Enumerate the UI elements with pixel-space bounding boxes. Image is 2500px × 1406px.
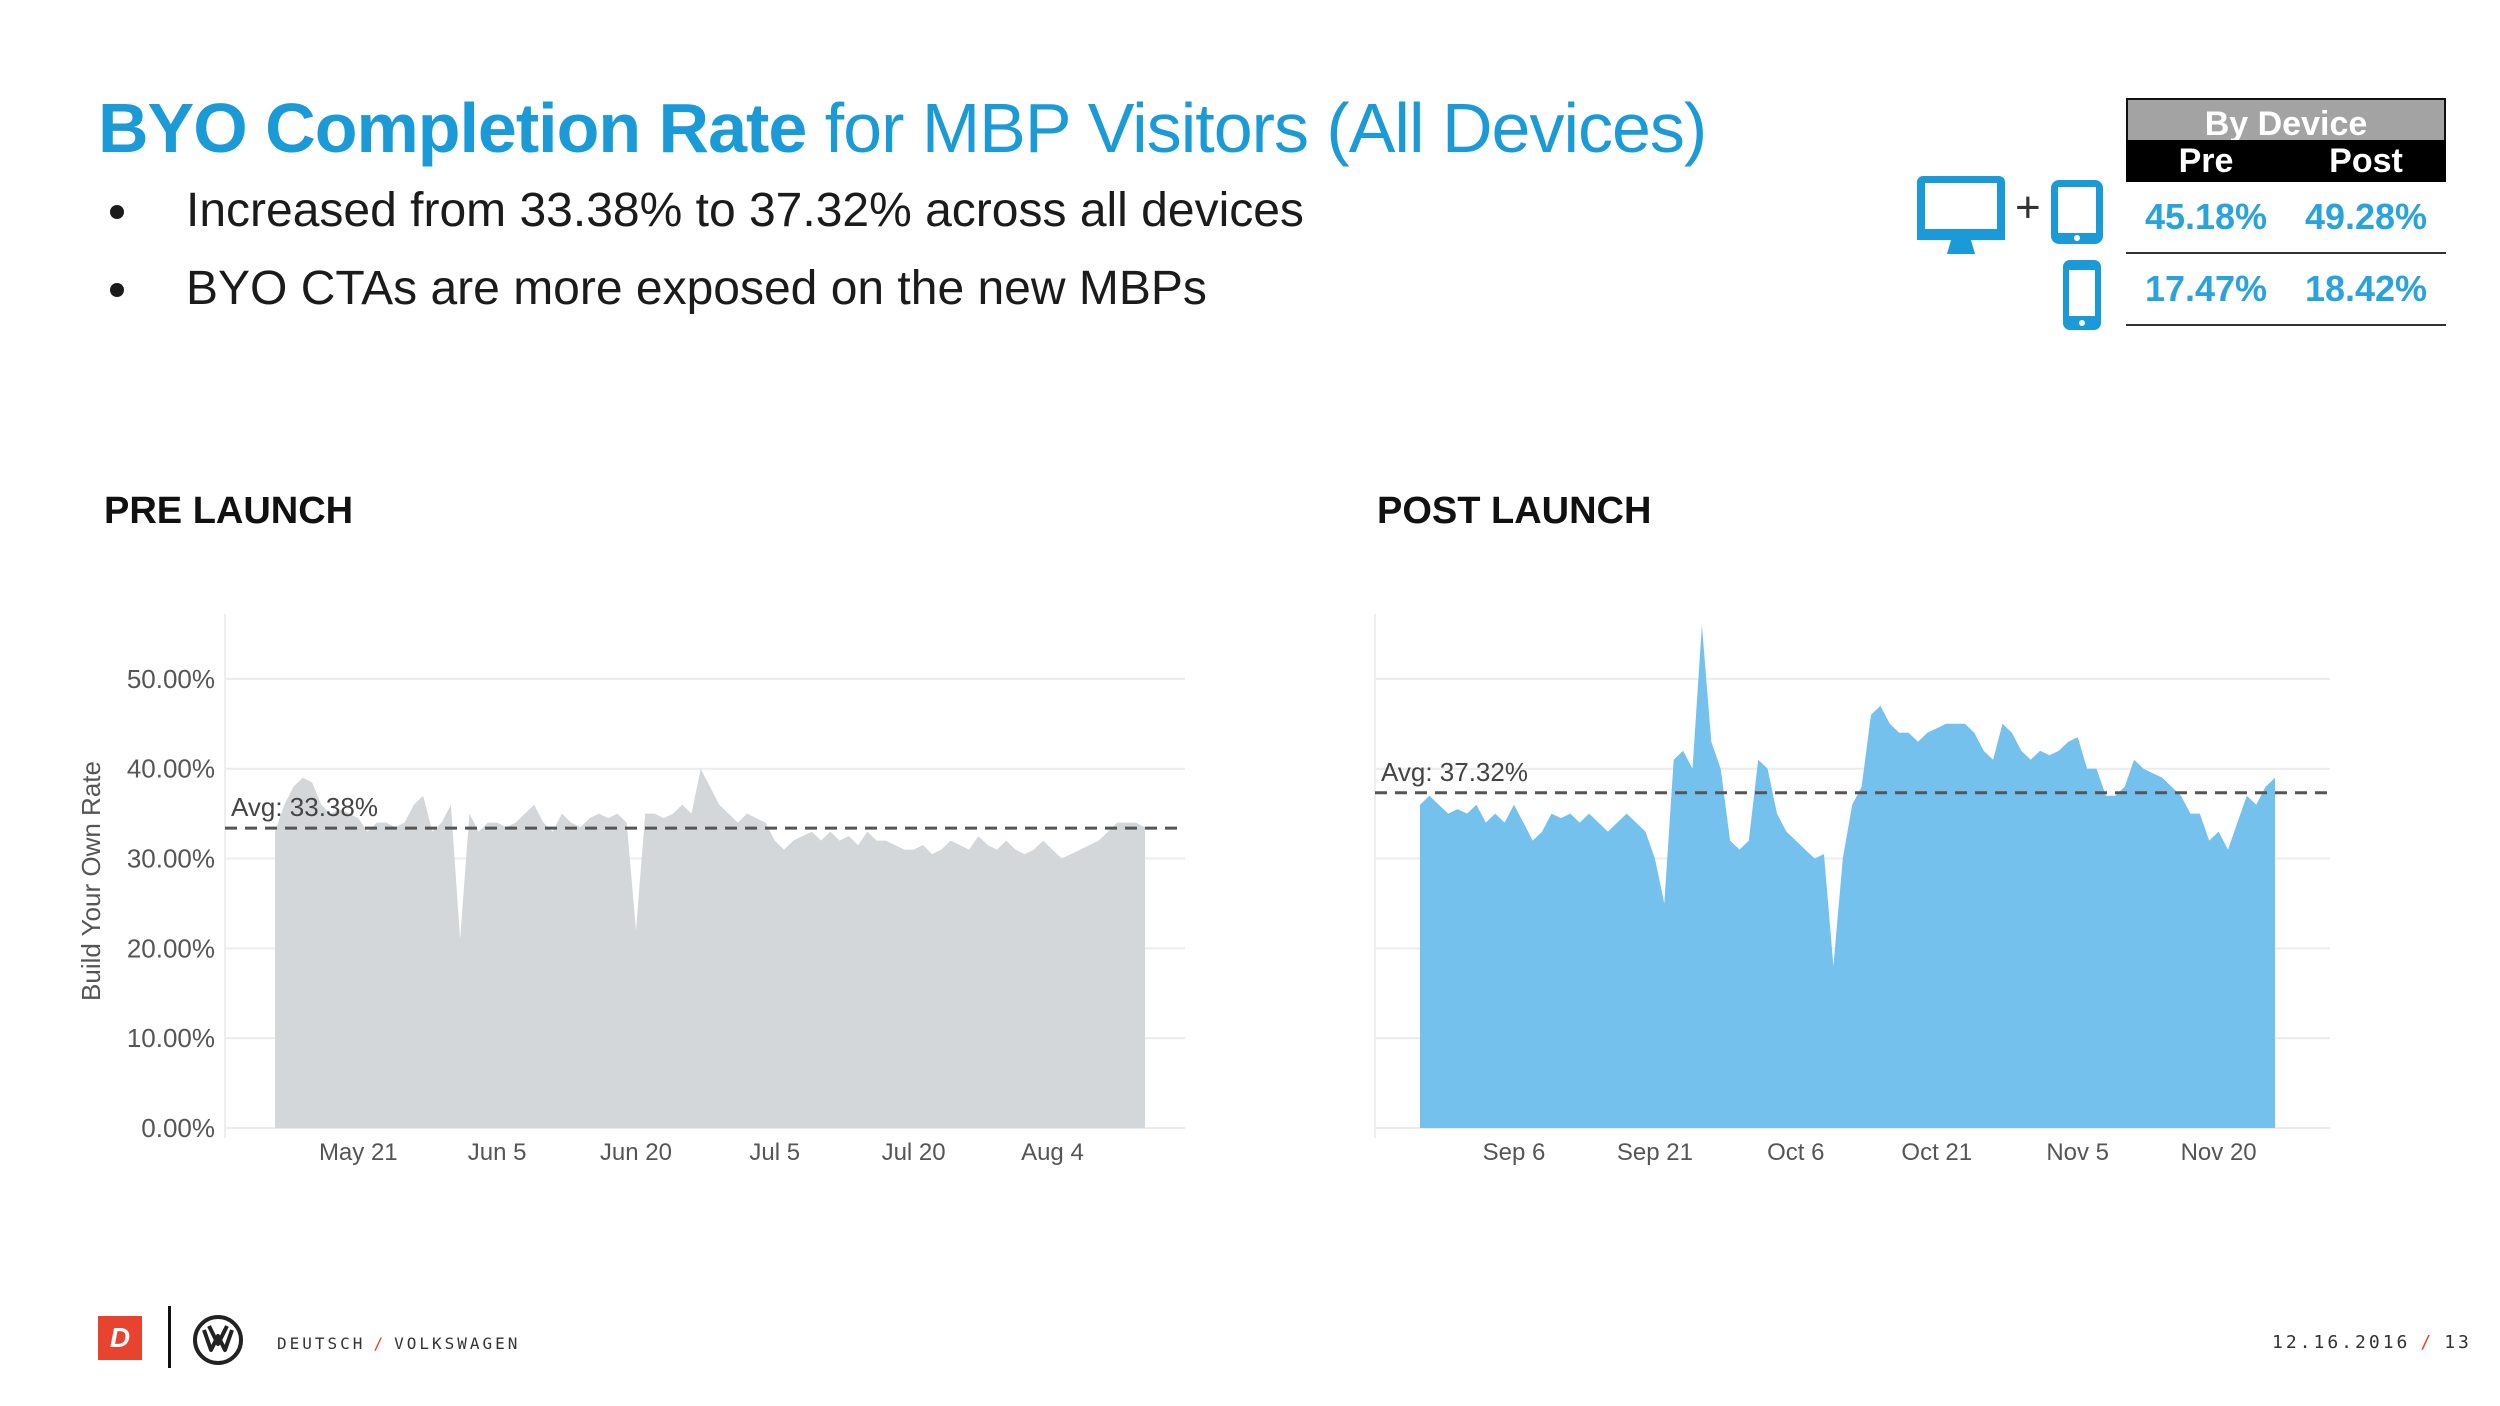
x-tick-label: Jul 5 [749, 1139, 800, 1166]
x-tick-label: Jun 20 [600, 1139, 672, 1166]
x-tick-label: Oct 21 [1901, 1139, 1972, 1166]
x-tick-label: Oct 6 [1767, 1139, 1824, 1166]
cell-pre: 17.47% [2144, 268, 2268, 309]
col-pre: Pre [2178, 142, 2234, 180]
footer-date: 12.16.2016 / 13 [2272, 1332, 2472, 1353]
device-icons: + [1917, 176, 2103, 330]
cell-pre: 45.18% [2144, 196, 2268, 237]
footer-divider [168, 1306, 171, 1368]
bullet-text: BYO CTAs are more exposed on the new MBP… [186, 262, 1207, 315]
post-launch-label: POST LAUNCH [1377, 490, 1652, 532]
bullet-item: Increased from 33.38% to 37.32% across a… [100, 172, 1304, 250]
x-tick-label: Nov 20 [2181, 1139, 2257, 1166]
y-axis-label: Build Your Own Rate [76, 761, 106, 1001]
date-text: 12.16.2016 [2272, 1332, 2411, 1353]
bullet-dot [110, 205, 124, 219]
pre-launch-chart: 0.00% 10.00% 20.00% 30.00% 40.00% 50.00% Avg: … [76, 614, 1185, 1166]
y-tick-label: 40.00% [127, 754, 215, 784]
cell-post: 49.28% [2304, 196, 2428, 237]
y-tick-label: 0.00% [141, 1113, 215, 1143]
pre-launch-label: PRE LAUNCH [104, 490, 354, 532]
area-series [275, 768, 1145, 1128]
brand-right: VOLKSWAGEN [394, 1334, 521, 1353]
deutsch-logo: D [98, 1316, 142, 1360]
table-row: 45.18% 49.28% [2126, 182, 2446, 254]
brand-left: DEUTSCH [277, 1334, 366, 1353]
bullet-dot [110, 283, 124, 297]
title-rest: for MBP Visitors (All Devices) [806, 89, 1708, 167]
desktop-icon [1917, 176, 2005, 254]
post-launch-chart: Avg: 37.32% Sep 6 Sep 21 Oct 6 Oct 21 Nov 5 No… [1374, 614, 2330, 1166]
brand-slash: / [373, 1334, 387, 1353]
bullet-text: Increased from 33.38% to 37.32% across a… [186, 184, 1304, 237]
x-tick-label: May 21 [319, 1139, 398, 1166]
avg-label: Avg: 33.38% [231, 792, 378, 822]
bullet-item: BYO CTAs are more exposed on the new MBP… [100, 250, 1304, 328]
footer-brand: DEUTSCH / VOLKSWAGEN [277, 1334, 520, 1353]
tablet-icon [2051, 180, 2103, 244]
device-table: By Device Pre Post 45.18% 49.28% 17.47% … [2126, 98, 2446, 326]
x-tick-label: Nov 5 [2046, 1139, 2109, 1166]
col-post: Post [2329, 142, 2403, 180]
x-tick-label: Sep 21 [1617, 1139, 1693, 1166]
page-number: 13 [2444, 1332, 2472, 1353]
title-bold: BYO Completion Rate [98, 89, 807, 167]
vw-logo-icon [193, 1315, 243, 1365]
y-tick-label: 10.00% [127, 1023, 215, 1053]
plus-sign: + [2015, 183, 2041, 232]
table-row: 17.47% 18.42% [2126, 254, 2446, 326]
bullet-list: Increased from 33.38% to 37.32% across a… [100, 172, 1304, 328]
x-tick-label: Aug 4 [1021, 1139, 1084, 1166]
avg-label: Avg: 37.32% [1381, 757, 1528, 787]
device-table-header: Pre Post [2126, 140, 2446, 182]
y-tick-label: 50.00% [127, 664, 215, 694]
y-tick-label: 20.00% [127, 933, 215, 963]
x-tick-label: Sep 6 [1483, 1139, 1546, 1166]
date-slash: / [2420, 1332, 2435, 1353]
area-series [1420, 625, 2275, 1128]
page-title: BYO Completion Rate for MBP Visitors (Al… [98, 88, 1708, 168]
x-tick-label: Jul 20 [882, 1139, 946, 1166]
x-tick-label: Jun 5 [468, 1139, 527, 1166]
cell-post: 18.42% [2304, 268, 2428, 309]
mobile-icon [2063, 260, 2101, 330]
device-table-title: By Device [2126, 98, 2446, 140]
y-tick-label: 30.00% [127, 844, 215, 874]
